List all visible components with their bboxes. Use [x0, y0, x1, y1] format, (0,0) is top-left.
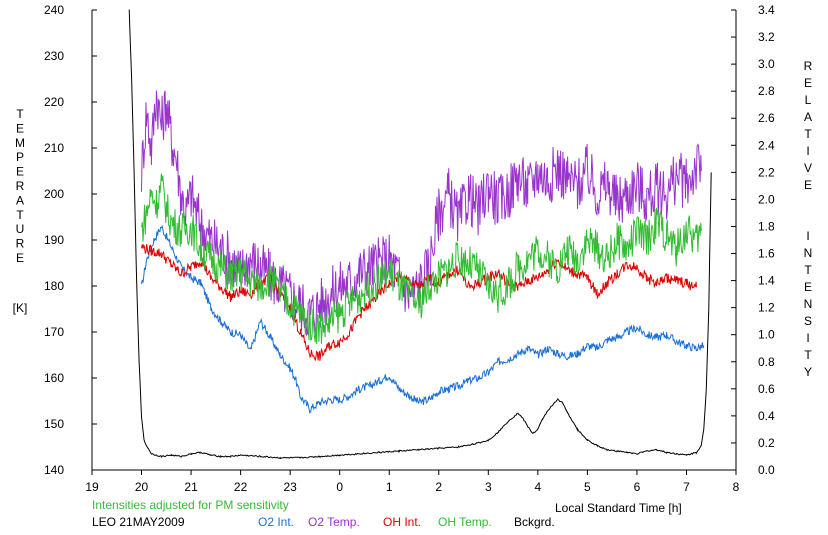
y-right-tick-label: 2.4 [758, 138, 775, 152]
y-left-tick-label: 160 [44, 371, 64, 385]
x-tick-label: 23 [283, 480, 297, 494]
y-left-label-letter: E [16, 251, 24, 265]
x-axis-label: Local Standard Time [h] [555, 501, 682, 515]
y-right-tick-label: 1.8 [758, 219, 775, 233]
x-tick-label: 7 [683, 480, 690, 494]
series-layer [128, 9, 712, 460]
y-right-tick-label: 1.0 [758, 328, 775, 342]
series-line-bckgrd [128, 9, 712, 460]
y-left-tick-label: 190 [44, 233, 64, 247]
y-left-tick-label: 210 [44, 141, 64, 155]
series-line-oh-temp [141, 173, 702, 345]
x-tick-label: 5 [584, 480, 591, 494]
station-date-label: LEO 21MAY2009 [92, 515, 185, 529]
x-tick-label: 22 [234, 480, 248, 494]
y-left-label-letter: T [16, 208, 24, 222]
y-left-label-letter: U [16, 222, 25, 236]
y-right-label-letter: Y [804, 365, 812, 379]
x-tick-label: 21 [184, 480, 198, 494]
y-right-tick-label: 0.0 [758, 463, 775, 477]
labels-layer: 19 20 21 22 23 0 1 2 3 4 5 6 7 8140150160170180190200… [13, 3, 813, 494]
y-right-label-letter: S [804, 314, 812, 328]
legend-bckgrd: Bckgrd. [514, 515, 555, 529]
y-right-label-letter: L [805, 93, 812, 107]
y-left-label-letter: E [16, 121, 24, 135]
x-tick-label: 6 [634, 480, 641, 494]
series-line-o2-temp [141, 90, 702, 337]
y-right-label-letter: E [804, 178, 812, 192]
x-tick-label: 2 [435, 480, 442, 494]
y-right-label-letter: E [804, 76, 812, 90]
y-right-label-letter: I [806, 229, 809, 243]
y-right-tick-label: 2.6 [758, 111, 775, 125]
y-right-label-letter: I [806, 331, 809, 345]
y-left-tick-label: 200 [44, 187, 64, 201]
series-line-o2-int [141, 224, 705, 415]
series-line-oh-int [141, 243, 697, 362]
y-right-label-letter: R [804, 59, 813, 73]
y-right-tick-label: 1.4 [758, 274, 775, 288]
y-right-tick-label: 0.6 [758, 382, 775, 396]
y-left-label-letter: T [16, 107, 24, 121]
y-right-label-letter: T [804, 263, 812, 277]
y-left-label-letter: R [16, 179, 25, 193]
y-right-label-letter: I [806, 144, 809, 158]
y-left-label-letter: P [16, 150, 24, 164]
legend-o2-int: O2 Int. [258, 515, 295, 529]
y-left-unit-label: [K] [13, 301, 28, 315]
y-right-label-letter: N [804, 297, 813, 311]
x-tick-label: 0 [336, 480, 343, 494]
y-right-tick-label: 0.4 [758, 409, 775, 423]
y-left-tick-label: 170 [44, 325, 64, 339]
y-right-label-letter: A [804, 110, 812, 124]
y-right-tick-label: 0.8 [758, 355, 775, 369]
y-left-label-letter: M [15, 136, 25, 150]
y-right-tick-label: 1.2 [758, 301, 775, 315]
y-right-tick-label: 3.2 [758, 30, 775, 44]
y-right-label-letter: T [804, 127, 812, 141]
y-left-tick-label: 230 [44, 49, 64, 63]
y-left-label-letter: A [16, 193, 24, 207]
y-right-tick-label: 3.4 [758, 3, 775, 17]
legend-oh-int: OH Int. [383, 515, 422, 529]
x-tick-label: 4 [535, 480, 542, 494]
y-right-tick-label: 2.8 [758, 84, 775, 98]
sensitivity-note: Intensities adjusted for PM sensitivity [92, 498, 289, 512]
y-right-label-letter: T [804, 348, 812, 362]
y-right-label-letter: E [804, 280, 812, 294]
legend-o2-temp: O2 Temp. [308, 515, 360, 529]
x-tick-label: 20 [135, 480, 149, 494]
x-tick-label: 3 [485, 480, 492, 494]
y-right-tick-label: 0.2 [758, 436, 775, 450]
y-left-tick-label: 180 [44, 279, 64, 293]
y-left-tick-label: 240 [44, 3, 64, 17]
y-right-tick-label: 2.0 [758, 192, 775, 206]
y-right-label-letter: N [804, 246, 813, 260]
y-left-label-letter: R [16, 237, 25, 251]
x-tick-label: 1 [386, 480, 393, 494]
y-right-tick-label: 1.6 [758, 247, 775, 261]
x-tick-label: 19 [85, 480, 99, 494]
y-left-tick-label: 140 [44, 463, 64, 477]
x-tick-label: 8 [733, 480, 740, 494]
y-right-tick-label: 3.0 [758, 57, 775, 71]
y-right-label-letter: V [804, 161, 812, 175]
axes-layer [91, 9, 737, 475]
y-left-tick-label: 150 [44, 417, 64, 431]
legend-oh-temp: OH Temp. [438, 515, 492, 529]
y-left-label-letter: E [16, 165, 24, 179]
y-right-tick-label: 2.2 [758, 165, 775, 179]
y-left-tick-label: 220 [44, 95, 64, 109]
